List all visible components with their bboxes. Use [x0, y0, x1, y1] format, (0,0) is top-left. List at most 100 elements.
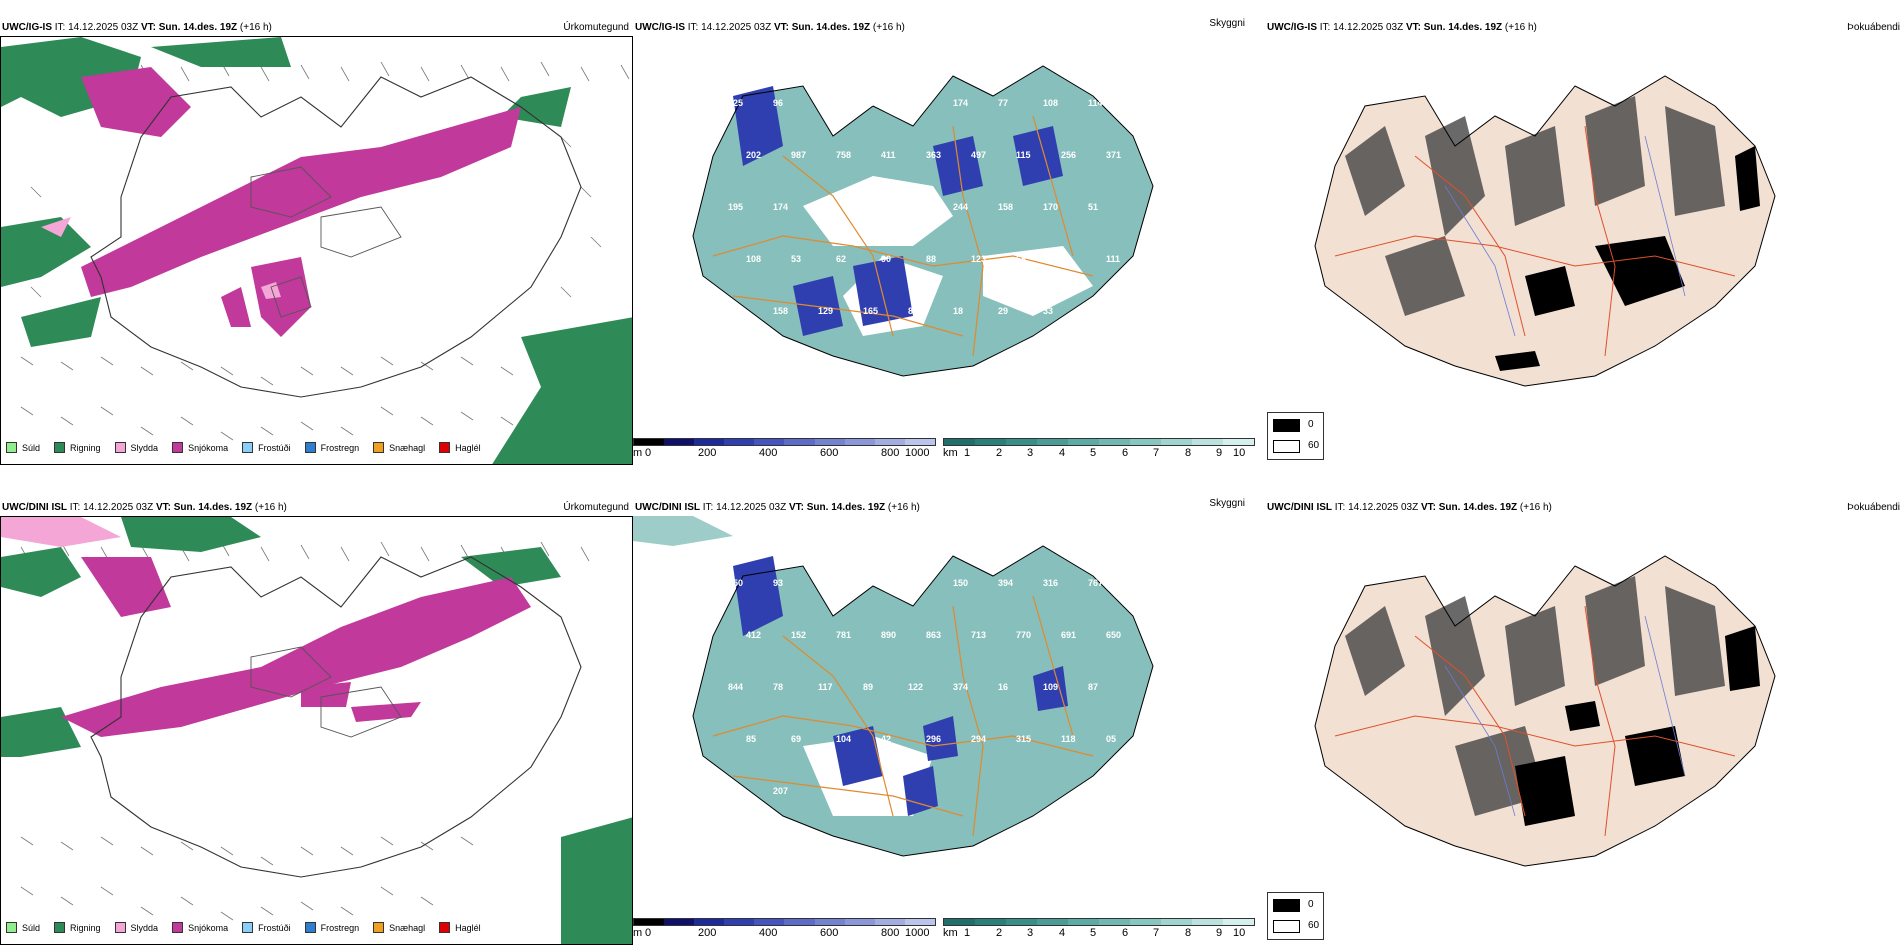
- cloudbase-colorbar: [633, 438, 936, 446]
- legend-item: Snæhagl: [373, 442, 425, 453]
- fog-high-label: 0: [1308, 419, 1314, 430]
- model-name: UWC/DINI ISL: [635, 502, 700, 513]
- legend-item: Frostregn: [304, 442, 360, 453]
- panel-title: Úrkomutegund: [563, 502, 629, 513]
- panel-header: UWC/DINI ISL IT: 14.12.2025 03Z VT: Sun.…: [1267, 502, 1552, 514]
- dini-precip-panel: UWC/DINI ISL IT: 14.12.2025 03Z VT: Sun.…: [0, 494, 633, 945]
- visibility-tick: 3: [1027, 447, 1034, 459]
- legend-item: Slydda: [114, 442, 159, 453]
- fog-high-swatch: [1273, 419, 1300, 432]
- legend-item: Frostregn: [304, 922, 360, 933]
- legend-label: Snjókoma: [188, 442, 229, 453]
- lead-time: (+16 h): [254, 502, 287, 513]
- fog-low-swatch: [1273, 440, 1300, 453]
- legend-item: Rigning: [54, 442, 101, 453]
- swatch: [114, 442, 126, 453]
- it-label: IT:: [69, 502, 81, 513]
- swatch: [6, 922, 17, 933]
- panel-side-title: Skyggni: [1209, 498, 1245, 509]
- it-label: IT:: [54, 22, 66, 33]
- lead-time: (+16 h): [887, 502, 920, 513]
- cloudbase-tick: 600: [820, 447, 839, 459]
- panel-title: Þokuábendi: [1847, 502, 1900, 513]
- legend-item: Rigning: [54, 922, 101, 933]
- lead-time: (+16 h): [1504, 22, 1537, 33]
- legend-item: Súld: [6, 442, 40, 453]
- swatch: [242, 922, 254, 933]
- fog-legend: 0 60: [1267, 412, 1324, 460]
- model-name: UWC/IG-IS: [2, 22, 52, 33]
- fog-high-swatch: [1273, 899, 1300, 912]
- legend-label: Frostregn: [320, 442, 360, 453]
- lead-time: (+16 h): [1519, 502, 1552, 513]
- vt-value: Sun. 14.des. 19Z: [173, 502, 253, 513]
- cloudbase-unit: m: [633, 447, 643, 459]
- swatch: [304, 442, 316, 453]
- vt-label: VT:: [773, 22, 789, 33]
- visibility-tick: 4: [1059, 447, 1066, 459]
- cloudbase-tick: 600: [820, 927, 839, 939]
- swatch: [242, 442, 254, 453]
- legend-label: Súld: [22, 922, 41, 933]
- legend-label: Snjókoma: [188, 922, 229, 933]
- legend-item: Snæhagl: [373, 922, 425, 933]
- dini-fog-panel: UWC/DINI ISL IT: 14.12.2025 03Z VT: Sun.…: [1265, 494, 1900, 945]
- dini-cloud-panel: UWC/DINI ISL IT: 14.12.2025 03Z VT: Sun.…: [633, 494, 1265, 945]
- panel-header: UWC/IG-IS IT: 14.12.2025 03Z VT: Sun. 14…: [1267, 22, 1537, 34]
- visibility-tick: 9: [1216, 447, 1223, 459]
- legend-label: Frostregn: [320, 922, 360, 933]
- it-value: 14.12.2025 03Z: [701, 22, 772, 33]
- lead-time: (+16 h): [872, 22, 905, 33]
- legend-item: Haglél: [439, 922, 481, 933]
- visibility-unit: km: [943, 447, 958, 459]
- panel-header: UWC/DINI ISL IT: 14.12.2025 03Z VT: Sun.…: [635, 502, 920, 514]
- fog-map: [1265, 516, 1900, 914]
- legend-item: Haglél: [439, 442, 481, 453]
- visibility-tick: 1: [964, 927, 971, 939]
- legend-label: Slydda: [130, 922, 159, 933]
- cloudbase-colorbar: [633, 918, 936, 926]
- visibility-unit: km: [943, 927, 958, 939]
- swatch: [439, 442, 451, 453]
- panel-header: UWC/DINI ISL IT: 14.12.2025 03Z VT: Sun.…: [2, 502, 287, 514]
- legend-label: Rigning: [70, 922, 101, 933]
- visibility-tick: 9: [1216, 927, 1223, 939]
- vt-value: Sun. 14.des. 19Z: [1423, 22, 1503, 33]
- visibility-tick: 5: [1090, 927, 1097, 939]
- legend-label: Rigning: [70, 442, 101, 453]
- fog-low-swatch: [1273, 920, 1300, 933]
- cloudbase-tick: 1000: [905, 447, 930, 459]
- legend-label: Slydda: [130, 442, 159, 453]
- visibility-tick: 2: [996, 447, 1003, 459]
- legend-label: Frostúði: [258, 442, 291, 453]
- cloudbase-tick: 400: [759, 927, 778, 939]
- vt-label: VT:: [1405, 22, 1421, 33]
- precip-legend: Súld Rigning Slydda Snjókoma Frostúði Fr…: [6, 442, 495, 453]
- vt-label: VT:: [1420, 502, 1436, 513]
- swatch: [172, 922, 184, 933]
- cloudbase-tick: 200: [698, 447, 717, 459]
- legend-label: Frostúði: [258, 922, 291, 933]
- ig-cloud-panel: UWC/IG-IS IT: 14.12.2025 03Z VT: Sun. 14…: [633, 14, 1265, 465]
- cloudbase-tick: 400: [759, 447, 778, 459]
- swatch: [304, 922, 316, 933]
- precip-legend: Súld Rigning Slydda Snjókoma Frostúði Fr…: [6, 922, 495, 933]
- fog-low-label: 60: [1308, 440, 1320, 451]
- vt-label: VT:: [155, 502, 171, 513]
- precip-map: [0, 516, 633, 945]
- swatch: [172, 442, 184, 453]
- legend-item: Slydda: [114, 922, 159, 933]
- swatch: [439, 922, 451, 933]
- vt-value: Sun. 14.des. 19Z: [806, 502, 886, 513]
- fog-map: [1265, 36, 1900, 434]
- it-value: 14.12.2025 03Z: [1348, 502, 1419, 513]
- panel-header: UWC/IG-IS IT: 14.12.2025 03Z VT: Sun. 14…: [2, 22, 272, 34]
- model-name: UWC/IG-IS: [635, 22, 685, 33]
- legend-item: Snjókoma: [172, 442, 228, 453]
- legend-label: Snæhagl: [389, 442, 426, 453]
- legend-label: Haglél: [455, 922, 481, 933]
- visibility-tick: 10: [1233, 927, 1246, 939]
- swatch: [54, 922, 66, 933]
- visibility-tick: 8: [1185, 447, 1192, 459]
- swatch: [6, 442, 17, 453]
